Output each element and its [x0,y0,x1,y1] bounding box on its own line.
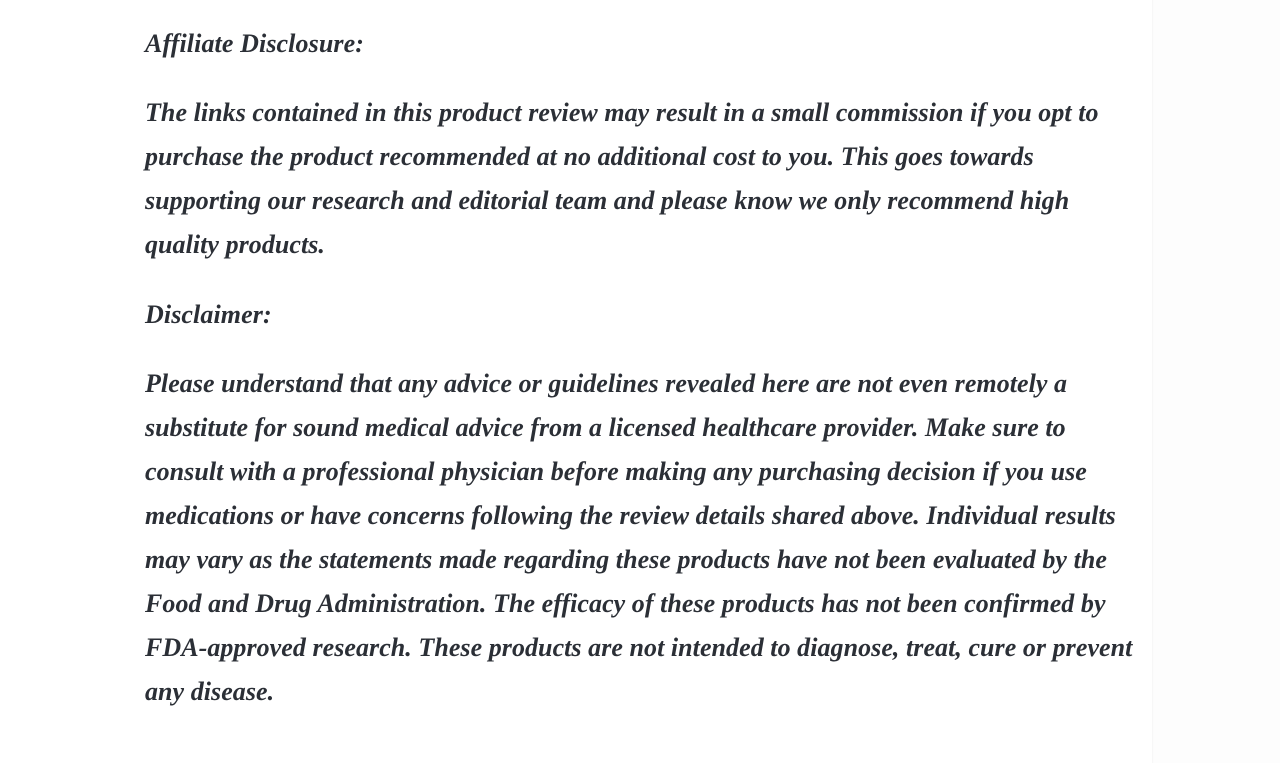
disclaimer-paragraph: Please understand that any advice or gui… [145,369,1133,706]
disclaimer-heading: Disclaimer: [145,300,272,329]
page-outer-margin [1154,0,1280,763]
affiliate-disclosure-heading: Affiliate Disclosure: [145,29,364,58]
heading-spacer [145,337,1144,362]
paragraph-spacer [145,267,1144,293]
article-content-column: Affiliate Disclosure: The links containe… [145,0,1144,714]
affiliate-disclosure-paragraph: The links contained in this product revi… [145,98,1099,259]
affiliate-disclosure-section: Affiliate Disclosure: The links containe… [145,0,1144,267]
heading-spacer [145,66,1144,91]
disclaimer-section: Disclaimer: Please understand that any a… [145,293,1144,714]
